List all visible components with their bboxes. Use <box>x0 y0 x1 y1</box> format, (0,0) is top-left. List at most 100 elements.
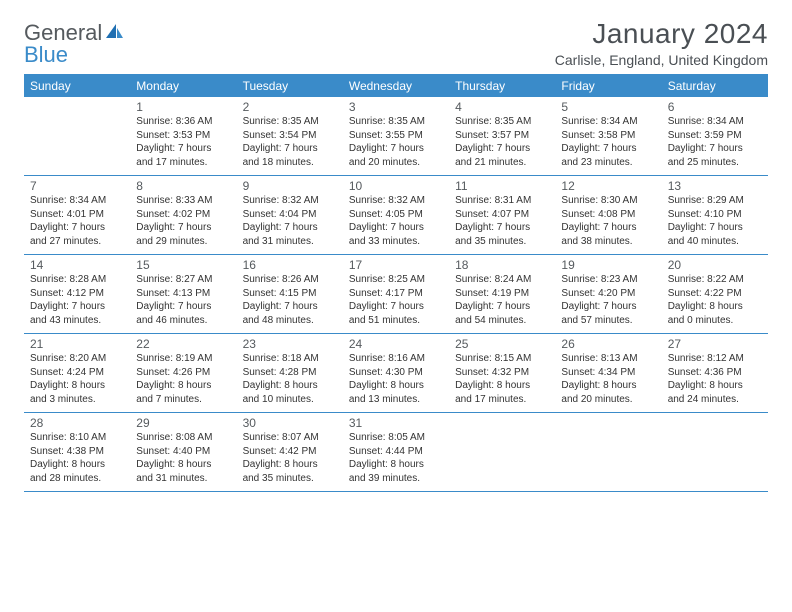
week-row: 1Sunrise: 8:36 AMSunset: 3:53 PMDaylight… <box>24 97 768 176</box>
day-line-sr: Sunrise: 8:18 AM <box>243 352 337 366</box>
day-cell <box>555 413 661 491</box>
location-text: Carlisle, England, United Kingdom <box>555 52 768 68</box>
week-row: 28Sunrise: 8:10 AMSunset: 4:38 PMDayligh… <box>24 413 768 492</box>
day-number: 31 <box>349 416 443 430</box>
day-line-ss: Sunset: 4:04 PM <box>243 208 337 222</box>
day-cell: 4Sunrise: 8:35 AMSunset: 3:57 PMDaylight… <box>449 97 555 175</box>
day-line-d2: and 13 minutes. <box>349 393 443 407</box>
day-line-ss: Sunset: 4:07 PM <box>455 208 549 222</box>
day-line-sr: Sunrise: 8:07 AM <box>243 431 337 445</box>
day-line-d1: Daylight: 8 hours <box>243 379 337 393</box>
day-detail: Sunrise: 8:32 AMSunset: 4:04 PMDaylight:… <box>243 194 337 248</box>
day-line-sr: Sunrise: 8:34 AM <box>30 194 124 208</box>
day-line-d2: and 24 minutes. <box>668 393 762 407</box>
day-line-d2: and 20 minutes. <box>561 393 655 407</box>
day-line-d1: Daylight: 8 hours <box>136 379 230 393</box>
day-cell: 6Sunrise: 8:34 AMSunset: 3:59 PMDaylight… <box>662 97 768 175</box>
day-line-d2: and 38 minutes. <box>561 235 655 249</box>
day-cell <box>662 413 768 491</box>
dayhead-friday: Friday <box>555 75 661 97</box>
day-line-d1: Daylight: 7 hours <box>455 221 549 235</box>
day-detail: Sunrise: 8:12 AMSunset: 4:36 PMDaylight:… <box>668 352 762 406</box>
day-line-d1: Daylight: 7 hours <box>136 300 230 314</box>
day-line-sr: Sunrise: 8:33 AM <box>136 194 230 208</box>
day-number: 13 <box>668 179 762 193</box>
day-line-ss: Sunset: 4:42 PM <box>243 445 337 459</box>
day-cell: 9Sunrise: 8:32 AMSunset: 4:04 PMDaylight… <box>237 176 343 254</box>
day-cell: 1Sunrise: 8:36 AMSunset: 3:53 PMDaylight… <box>130 97 236 175</box>
day-number: 9 <box>243 179 337 193</box>
day-line-d1: Daylight: 8 hours <box>243 458 337 472</box>
day-line-d2: and 35 minutes. <box>243 472 337 486</box>
day-number: 21 <box>30 337 124 351</box>
day-line-d2: and 25 minutes. <box>668 156 762 170</box>
day-number: 11 <box>455 179 549 193</box>
day-number: 4 <box>455 100 549 114</box>
day-line-d2: and 48 minutes. <box>243 314 337 328</box>
day-line-ss: Sunset: 3:54 PM <box>243 129 337 143</box>
day-cell: 21Sunrise: 8:20 AMSunset: 4:24 PMDayligh… <box>24 334 130 412</box>
day-line-d1: Daylight: 8 hours <box>561 379 655 393</box>
day-detail: Sunrise: 8:25 AMSunset: 4:17 PMDaylight:… <box>349 273 443 327</box>
weeks-container: 1Sunrise: 8:36 AMSunset: 3:53 PMDaylight… <box>24 97 768 492</box>
day-number: 25 <box>455 337 549 351</box>
day-cell: 8Sunrise: 8:33 AMSunset: 4:02 PMDaylight… <box>130 176 236 254</box>
day-line-d1: Daylight: 7 hours <box>349 221 443 235</box>
day-number: 28 <box>30 416 124 430</box>
day-cell: 13Sunrise: 8:29 AMSunset: 4:10 PMDayligh… <box>662 176 768 254</box>
day-number: 5 <box>561 100 655 114</box>
day-line-d1: Daylight: 7 hours <box>668 142 762 156</box>
day-detail: Sunrise: 8:23 AMSunset: 4:20 PMDaylight:… <box>561 273 655 327</box>
day-line-ss: Sunset: 4:17 PM <box>349 287 443 301</box>
day-detail: Sunrise: 8:36 AMSunset: 3:53 PMDaylight:… <box>136 115 230 169</box>
day-line-d2: and 31 minutes. <box>243 235 337 249</box>
day-detail: Sunrise: 8:35 AMSunset: 3:57 PMDaylight:… <box>455 115 549 169</box>
day-line-sr: Sunrise: 8:08 AM <box>136 431 230 445</box>
day-detail: Sunrise: 8:30 AMSunset: 4:08 PMDaylight:… <box>561 194 655 248</box>
day-number: 27 <box>668 337 762 351</box>
day-line-ss: Sunset: 4:12 PM <box>30 287 124 301</box>
day-line-ss: Sunset: 4:28 PM <box>243 366 337 380</box>
day-line-ss: Sunset: 4:34 PM <box>561 366 655 380</box>
day-line-sr: Sunrise: 8:27 AM <box>136 273 230 287</box>
day-line-d1: Daylight: 7 hours <box>561 300 655 314</box>
day-line-sr: Sunrise: 8:34 AM <box>561 115 655 129</box>
day-detail: Sunrise: 8:32 AMSunset: 4:05 PMDaylight:… <box>349 194 443 248</box>
day-line-d1: Daylight: 7 hours <box>243 221 337 235</box>
day-line-d1: Daylight: 8 hours <box>455 379 549 393</box>
day-cell: 5Sunrise: 8:34 AMSunset: 3:58 PMDaylight… <box>555 97 661 175</box>
week-row: 21Sunrise: 8:20 AMSunset: 4:24 PMDayligh… <box>24 334 768 413</box>
day-number: 7 <box>30 179 124 193</box>
day-line-ss: Sunset: 4:44 PM <box>349 445 443 459</box>
day-cell: 25Sunrise: 8:15 AMSunset: 4:32 PMDayligh… <box>449 334 555 412</box>
day-line-ss: Sunset: 3:59 PM <box>668 129 762 143</box>
day-line-d2: and 3 minutes. <box>30 393 124 407</box>
day-detail: Sunrise: 8:18 AMSunset: 4:28 PMDaylight:… <box>243 352 337 406</box>
day-line-sr: Sunrise: 8:25 AM <box>349 273 443 287</box>
day-line-d1: Daylight: 7 hours <box>30 300 124 314</box>
day-line-d1: Daylight: 7 hours <box>455 142 549 156</box>
day-line-d1: Daylight: 8 hours <box>349 458 443 472</box>
day-line-d2: and 40 minutes. <box>668 235 762 249</box>
week-row: 14Sunrise: 8:28 AMSunset: 4:12 PMDayligh… <box>24 255 768 334</box>
day-line-sr: Sunrise: 8:12 AM <box>668 352 762 366</box>
day-line-ss: Sunset: 4:40 PM <box>136 445 230 459</box>
day-line-d2: and 31 minutes. <box>136 472 230 486</box>
day-detail: Sunrise: 8:15 AMSunset: 4:32 PMDaylight:… <box>455 352 549 406</box>
day-cell: 2Sunrise: 8:35 AMSunset: 3:54 PMDaylight… <box>237 97 343 175</box>
day-number: 24 <box>349 337 443 351</box>
month-title: January 2024 <box>555 18 768 50</box>
day-detail: Sunrise: 8:13 AMSunset: 4:34 PMDaylight:… <box>561 352 655 406</box>
day-detail: Sunrise: 8:35 AMSunset: 3:54 PMDaylight:… <box>243 115 337 169</box>
day-line-ss: Sunset: 4:15 PM <box>243 287 337 301</box>
day-detail: Sunrise: 8:07 AMSunset: 4:42 PMDaylight:… <box>243 431 337 485</box>
week-row: 7Sunrise: 8:34 AMSunset: 4:01 PMDaylight… <box>24 176 768 255</box>
day-number: 3 <box>349 100 443 114</box>
day-number: 2 <box>243 100 337 114</box>
day-cell <box>449 413 555 491</box>
day-line-ss: Sunset: 3:53 PM <box>136 129 230 143</box>
logo-sail-icon <box>104 22 124 44</box>
day-line-sr: Sunrise: 8:35 AM <box>243 115 337 129</box>
day-line-d1: Daylight: 8 hours <box>30 458 124 472</box>
day-line-ss: Sunset: 4:38 PM <box>30 445 124 459</box>
